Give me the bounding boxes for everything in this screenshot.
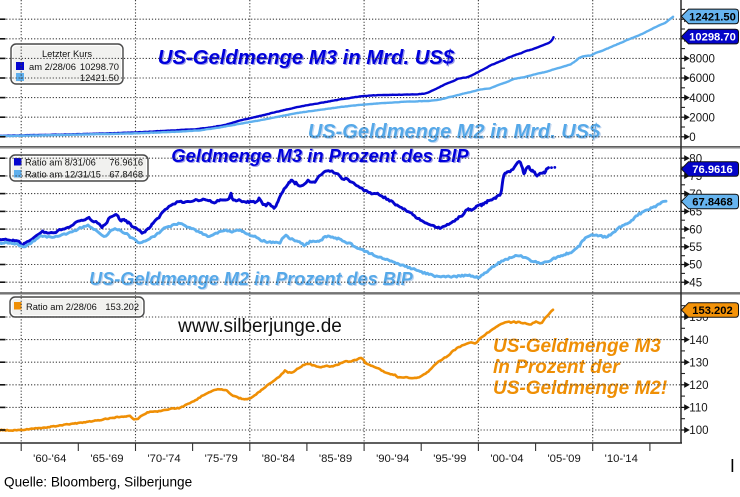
svg-text:www.silberjunge.de: www.silberjunge.de xyxy=(177,316,342,337)
svg-text:'00-'04: '00-'04 xyxy=(490,453,523,465)
svg-text:6000: 6000 xyxy=(689,73,715,85)
svg-text:55: 55 xyxy=(689,242,702,254)
svg-text:45: 45 xyxy=(689,277,702,289)
svg-text:US-Geldmenge M3 in Mrd. US$: US-Geldmenge M3 in Mrd. US$ xyxy=(158,47,455,69)
svg-text:4000: 4000 xyxy=(689,93,715,105)
svg-text:76.9616: 76.9616 xyxy=(692,164,732,176)
svg-text:Ratio am 2/28/06: Ratio am 2/28/06 xyxy=(26,302,97,312)
svg-text:0: 0 xyxy=(689,132,695,144)
svg-text:153.202: 153.202 xyxy=(692,305,732,317)
svg-text:US-Geldmenge M3: US-Geldmenge M3 xyxy=(493,336,661,357)
svg-text:'85-'89: '85-'89 xyxy=(319,453,352,465)
svg-text:'95-'99: '95-'99 xyxy=(433,453,466,465)
svg-text:'80-'84: '80-'84 xyxy=(262,453,295,465)
svg-text:US-Geldmenge M2 in Mrd. US$: US-Geldmenge M2 in Mrd. US$ xyxy=(309,122,602,144)
svg-text:110: 110 xyxy=(689,403,707,415)
svg-text:153.202: 153.202 xyxy=(105,302,139,312)
svg-text:'65-'69: '65-'69 xyxy=(90,453,123,465)
svg-text:67.8468: 67.8468 xyxy=(692,197,732,209)
svg-text:140: 140 xyxy=(689,335,708,347)
svg-text:US-Geldmenge M3 in Mrd. US$: US-Geldmenge M3 in Mrd. US$ xyxy=(159,48,456,70)
svg-text:2000: 2000 xyxy=(689,112,715,124)
svg-text:am 2/28/06: am 2/28/06 xyxy=(29,61,76,72)
svg-text:US-Geldmenge M2!: US-Geldmenge M2! xyxy=(493,378,667,399)
svg-text:12421.50: 12421.50 xyxy=(689,11,736,23)
svg-text:US-Geldmenge M2 in Prozent des: US-Geldmenge M2 in Prozent des BIP xyxy=(90,270,415,290)
svg-text:'75-'79: '75-'79 xyxy=(205,453,238,465)
svg-text:Letzter Kurs: Letzter Kurs xyxy=(42,49,92,59)
svg-text:'90-'94: '90-'94 xyxy=(376,453,409,465)
svg-text:60: 60 xyxy=(689,224,702,236)
svg-text:67.8468: 67.8468 xyxy=(109,170,143,180)
svg-text:'70-'74: '70-'74 xyxy=(147,453,180,465)
svg-text:120: 120 xyxy=(689,380,708,392)
svg-text:10298.70: 10298.70 xyxy=(80,61,119,72)
svg-text:Geldmenge M3 in Prozent des BI: Geldmenge M3 in Prozent des BIP xyxy=(171,145,469,166)
svg-text:'10-'14: '10-'14 xyxy=(605,453,638,465)
svg-text:76.9616: 76.9616 xyxy=(109,158,143,168)
svg-text:Geldmenge M3 in Prozent des BI: Geldmenge M3 in Prozent des BIP xyxy=(173,146,471,167)
svg-text:Quelle: Bloomberg, Silberjunge: Quelle: Bloomberg, Silberjunge xyxy=(4,475,192,490)
svg-text:US-Geldmenge M2 in Mrd. US$: US-Geldmenge M2 in Mrd. US$ xyxy=(308,121,601,143)
svg-text:50: 50 xyxy=(689,260,702,272)
svg-text:10298.70: 10298.70 xyxy=(689,32,736,44)
svg-text:Ratio am 8/31/06: Ratio am 8/31/06 xyxy=(25,158,96,168)
svg-text:US-Geldmenge M2 in Prozent des: US-Geldmenge M2 in Prozent des BIP xyxy=(89,269,414,289)
svg-text:100: 100 xyxy=(689,425,708,437)
svg-text:'05-'09: '05-'09 xyxy=(548,453,581,465)
svg-text:'60-'64: '60-'64 xyxy=(33,453,66,465)
svg-text:Ratio am 12/31/15: Ratio am 12/31/15 xyxy=(25,170,101,180)
svg-text:65: 65 xyxy=(689,207,702,219)
svg-text:130: 130 xyxy=(689,357,708,369)
svg-text:8000: 8000 xyxy=(689,54,715,66)
svg-text:ın Prozent der: ın Prozent der xyxy=(493,357,621,378)
